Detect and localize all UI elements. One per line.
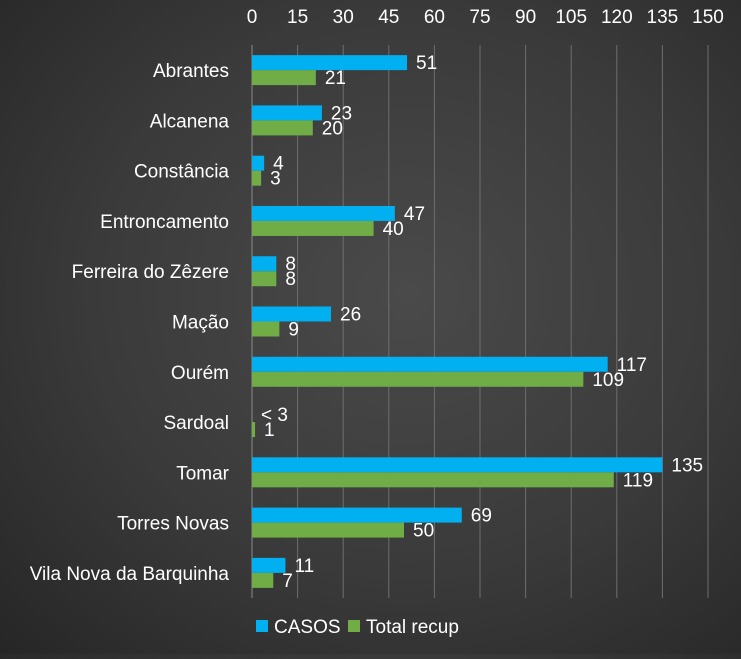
bar-casos: [252, 256, 277, 272]
data-label: 3: [270, 169, 281, 190]
data-label: 9: [288, 320, 299, 341]
data-label: 4: [273, 154, 284, 175]
bar-casos: [252, 205, 395, 221]
data-label: < 3: [261, 405, 288, 426]
category-label: Entroncamento: [100, 212, 229, 233]
bar-casos: [252, 155, 265, 171]
bar-casos: [252, 507, 462, 523]
x-tick-label: 120: [601, 7, 633, 28]
bar-casos: [252, 557, 286, 573]
bar-total-recup: [252, 321, 280, 337]
category-label: Constância: [134, 162, 229, 183]
x-tick-label: 0: [247, 7, 258, 28]
legend-label: Total recup: [366, 617, 459, 638]
data-label: 7: [282, 571, 293, 592]
bar-total-recup: [252, 522, 404, 538]
data-label: 109: [592, 370, 624, 391]
category-label: Abrantes: [153, 61, 229, 82]
x-tick-label: 105: [555, 7, 587, 28]
x-tick-label: 60: [424, 7, 445, 28]
data-label: 135: [671, 455, 703, 476]
category-label: Sardoal: [164, 413, 230, 434]
data-label: 1: [264, 420, 275, 441]
data-label: 11: [294, 556, 314, 577]
bar-total-recup: [252, 371, 584, 387]
bar-casos: [252, 306, 332, 322]
bar-casos: [252, 105, 322, 121]
category-label: Ourém: [171, 363, 229, 384]
legend-swatch-total-recup: [348, 620, 360, 632]
data-label: 69: [471, 506, 492, 527]
bar-total-recup: [252, 472, 614, 488]
legend-label: CASOS: [274, 617, 341, 638]
data-label: 119: [623, 470, 653, 491]
x-tick-label: 135: [647, 7, 679, 28]
bar-total-recup: [252, 220, 374, 236]
data-label: 117: [617, 355, 647, 376]
data-label: 20: [322, 118, 343, 139]
data-label: 26: [340, 305, 361, 326]
bar-casos: [252, 55, 408, 71]
data-label: 47: [404, 204, 425, 225]
x-tick-label: 30: [333, 7, 354, 28]
data-label: 50: [413, 521, 434, 542]
x-tick-label: 90: [515, 7, 536, 28]
data-label: 8: [285, 254, 296, 275]
category-label: Tomar: [176, 463, 229, 484]
x-tick-label: 75: [469, 7, 490, 28]
data-label: 8: [285, 269, 296, 290]
x-tick-label: 45: [378, 7, 399, 28]
bar-total-recup: [252, 70, 316, 86]
bar-total-recup: [252, 572, 274, 588]
category-label: Vila Nova da Barquinha: [30, 564, 230, 585]
category-label: Mação: [172, 313, 229, 334]
legend-swatch-casos: [256, 620, 268, 632]
bar-total-recup: [252, 170, 262, 186]
bar-total-recup: [252, 422, 256, 438]
bar-total-recup: [252, 120, 313, 136]
bar-total-recup: [252, 271, 277, 287]
x-tick-label: 150: [692, 7, 724, 28]
category-label: Alcanena: [150, 111, 230, 132]
x-tick-label: 15: [287, 7, 308, 28]
category-label: Ferreira do Zêzere: [72, 262, 229, 283]
category-label: Torres Novas: [117, 514, 229, 535]
bar-casos: [252, 356, 608, 372]
data-label: 23: [331, 103, 352, 124]
data-label: 21: [325, 68, 346, 89]
data-label: 40: [383, 219, 404, 240]
bar-casos: [252, 457, 663, 473]
data-label: 51: [416, 53, 437, 74]
